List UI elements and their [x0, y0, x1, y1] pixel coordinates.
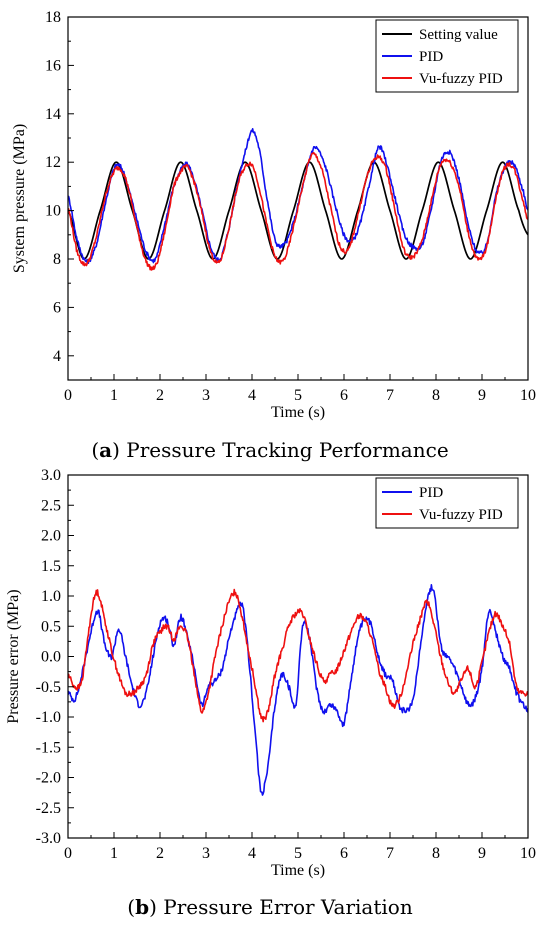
caption-open-paren: ( — [91, 438, 99, 462]
y-tick-label: 18 — [45, 9, 61, 26]
x-tick-label: 2 — [156, 387, 164, 404]
x-tick-label: 6 — [340, 845, 348, 862]
y-tick-label: 4 — [53, 348, 61, 365]
y-tick-label: 0.0 — [41, 649, 61, 666]
series-line-vu-fuzzy-pid — [68, 588, 528, 723]
caption-letter: a — [99, 438, 112, 462]
y-tick-label: -1.5 — [36, 739, 61, 756]
series-group — [68, 128, 528, 271]
x-tick-label: 9 — [478, 387, 486, 404]
legend: PID Vu-fuzzy PID — [375, 477, 519, 529]
x-tick-label: 0 — [64, 845, 72, 862]
x-tick-label: 7 — [386, 387, 394, 404]
x-axis-title: Time (s) — [271, 404, 325, 421]
caption-text: ) Pressure Tracking Performance — [112, 438, 449, 462]
y-tick-label: -1.0 — [36, 709, 61, 726]
y-tick-label: 8 — [53, 251, 61, 268]
y-tick-label: -2.5 — [36, 800, 61, 817]
legend-label: Setting value — [419, 27, 498, 43]
x-tick-label: 10 — [520, 387, 536, 404]
caption-letter: b — [135, 895, 149, 919]
legend-label: Vu-fuzzy PID — [419, 71, 503, 87]
x-tick-label: 8 — [432, 845, 440, 862]
x-tick-label: 9 — [478, 845, 486, 862]
panel-caption: (b) Pressure Error Variation — [127, 895, 413, 919]
x-tick-label: 3 — [202, 387, 210, 404]
series-line-vu-fuzzy-pid — [68, 151, 528, 271]
y-axis-title: Pressure error (MPa) — [5, 589, 22, 723]
y-tick-label: 0.5 — [41, 618, 61, 635]
y-tick-label: -0.5 — [36, 679, 61, 696]
x-tick-label: 3 — [202, 845, 210, 862]
panel-caption: (a) Pressure Tracking Performance — [91, 438, 448, 462]
y-tick-label: 16 — [45, 57, 61, 74]
series-group — [68, 584, 528, 796]
x-tick-label: 6 — [340, 387, 348, 404]
y-tick-label: -3.0 — [36, 830, 61, 847]
y-tick-label: 3.0 — [41, 467, 61, 484]
legend-label: PID — [419, 49, 443, 65]
series-line-pid — [68, 128, 528, 264]
series-line-setting-value — [68, 161, 528, 260]
chart-panel-b: 0 1 2 3 4 5 6 7 8 9 10 -3.0 -2.5 -2.0 -1.5 -1.0 -0.5 0.0 0… — [5, 467, 536, 919]
y-tick-label: 2.5 — [41, 497, 61, 514]
x-axis-title: Time (s) — [271, 862, 325, 879]
y-tick-label: 10 — [45, 203, 61, 220]
y-tick-label: 1.5 — [41, 558, 61, 575]
x-tick-label: 7 — [386, 845, 394, 862]
y-tick-label: 12 — [45, 154, 61, 171]
legend-label: Vu-fuzzy PID — [419, 507, 503, 523]
x-tick-label: 8 — [432, 387, 440, 404]
plot-frame — [67, 474, 529, 839]
x-tick-label: 10 — [520, 845, 536, 862]
x-tick-label: 4 — [248, 387, 256, 404]
x-tick-label: 1 — [110, 387, 118, 404]
y-tick-label: 2.0 — [41, 528, 61, 545]
legend-label: PID — [419, 485, 443, 501]
y-tick-label: 14 — [45, 106, 61, 123]
caption-open-paren: ( — [127, 895, 135, 919]
x-tick-label: 2 — [156, 845, 164, 862]
legend: Setting value PID Vu-fuzzy PID — [375, 19, 519, 93]
series-line-pid — [68, 584, 528, 796]
y-axis-title: System pressure (MPa) — [11, 124, 28, 273]
y-tick-label: -2.0 — [36, 770, 61, 787]
legend-box — [375, 477, 519, 529]
x-tick-label: 5 — [294, 387, 302, 404]
x-tick-label: 4 — [248, 845, 256, 862]
y-tick-label: 1.0 — [41, 588, 61, 605]
y-tick-label: 6 — [53, 299, 61, 316]
x-tick-label: 0 — [64, 387, 72, 404]
caption-text: ) Pressure Error Variation — [149, 895, 413, 919]
x-tick-label: 5 — [294, 845, 302, 862]
x-tick-label: 1 — [110, 845, 118, 862]
